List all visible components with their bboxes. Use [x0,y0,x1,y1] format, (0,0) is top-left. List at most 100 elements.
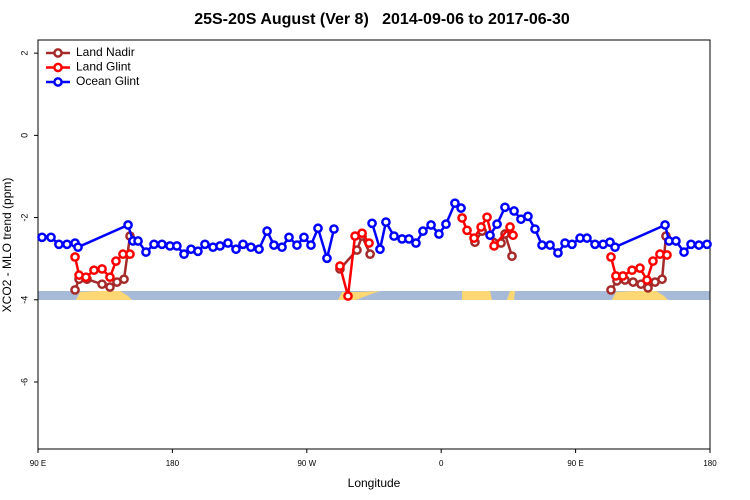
legend-marker [53,48,63,58]
point [485,230,495,241]
land [76,291,132,300]
point [149,239,159,250]
point [97,264,107,274]
y-tick-label: -6 [19,378,29,386]
land [462,291,492,300]
point [97,279,107,290]
point [46,232,56,243]
point [367,218,377,229]
point [489,241,499,251]
point [111,256,121,266]
y-tick-label: -4 [19,296,29,304]
point [679,247,689,257]
x-tick-label: 90 W [297,459,316,468]
point [618,271,628,281]
y-tick-label: 0 [19,133,29,138]
point [306,240,316,250]
point [365,249,375,260]
point [343,291,353,301]
point [456,203,466,213]
point [357,228,367,239]
point [702,239,712,250]
point [375,244,385,255]
point [322,253,332,264]
point [482,212,492,223]
point [73,242,83,253]
point [389,231,399,241]
point [123,220,133,230]
point [508,230,518,241]
point [269,240,279,250]
point [105,272,115,283]
point [125,249,135,260]
point [223,238,233,248]
point [657,274,667,285]
point [545,240,555,250]
point [193,246,203,257]
point [105,282,115,292]
point [686,239,696,250]
legend-label: Ocean Glint [76,74,140,88]
point [627,265,637,276]
point [553,248,563,258]
point [70,285,80,295]
land [612,291,668,300]
legend-marker [53,62,63,73]
point [582,233,592,243]
point [299,232,309,243]
point [567,239,577,250]
point [537,240,547,250]
point [81,272,91,283]
point [628,277,638,287]
point [450,198,460,209]
point [671,236,681,246]
point [364,238,374,248]
legend-label: Land Glint [76,60,131,74]
point [660,220,670,230]
x-tick-label: 180 [166,459,180,468]
point [694,240,704,250]
ocean-band [38,291,710,300]
legend-marker [53,77,63,87]
point [441,219,451,230]
point [404,234,414,244]
point [284,232,294,243]
point [507,251,517,262]
point [133,236,143,246]
point [238,239,248,250]
point [434,229,444,239]
point [179,249,189,260]
point [610,242,620,253]
point [329,224,339,234]
point [262,226,272,236]
point [492,219,502,230]
point [313,223,323,234]
point [119,274,129,285]
point [231,244,241,255]
point [643,283,653,293]
point [70,252,80,262]
point [200,239,210,250]
point [606,285,616,295]
point [62,239,72,250]
point [606,252,616,262]
point [89,265,99,276]
land [507,291,515,300]
point [277,242,287,253]
point [54,239,64,250]
point [426,220,436,230]
point [590,239,600,250]
point [509,206,519,216]
point [476,222,486,232]
point [469,233,479,243]
point [418,226,428,236]
x-tick-label: 0 [439,459,444,468]
point [215,241,225,251]
point [157,239,167,250]
point [648,256,658,266]
point [292,240,302,250]
point [381,217,391,227]
x-axis-title: Longitude [348,476,401,490]
y-tick-label: -2 [19,214,29,222]
